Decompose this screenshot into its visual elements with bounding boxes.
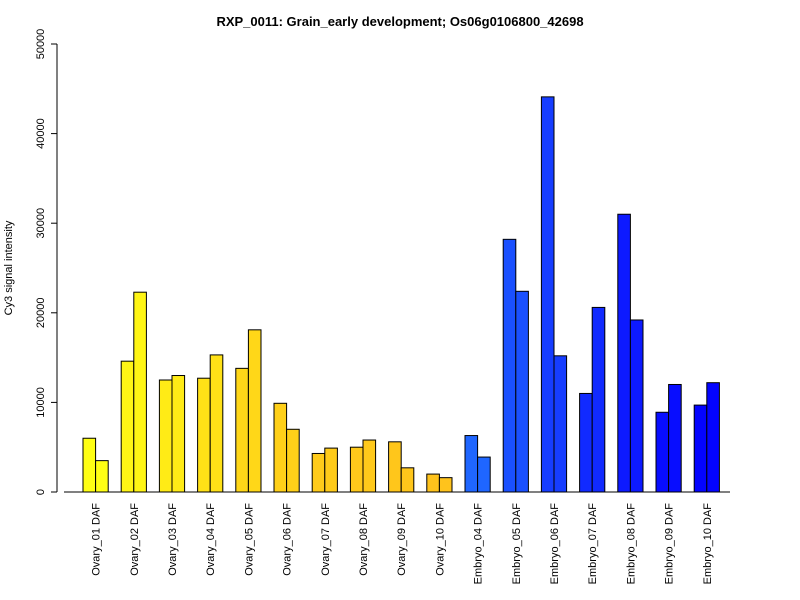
- bar-8-1: [400, 467, 415, 493]
- x-category-label: Embryo_05 DAF: [511, 503, 523, 585]
- x-category-label: Ovary_03 DAF: [167, 503, 179, 576]
- bar-6-0: [311, 452, 326, 493]
- bar-11-0: [502, 238, 517, 493]
- bars-group: [82, 96, 720, 493]
- x-category-label: Ovary_08 DAF: [358, 503, 370, 576]
- x-category-label: Ovary_07 DAF: [320, 503, 332, 576]
- bar-16-1: [706, 382, 720, 493]
- bar-3-1: [209, 354, 224, 493]
- bar-14-1: [629, 319, 644, 493]
- bar-6-1: [324, 447, 338, 493]
- y-tick-label: 30000: [35, 208, 47, 239]
- y-tick-label: 40000: [35, 118, 47, 149]
- x-category-label: Ovary_10 DAF: [434, 503, 446, 576]
- x-category-label: Ovary_02 DAF: [129, 503, 141, 576]
- bar-1-0: [120, 360, 135, 493]
- bar-1-1: [133, 291, 147, 493]
- x-category-label: Embryo_10 DAF: [702, 503, 714, 585]
- y-tick-label: 20000: [35, 298, 47, 329]
- x-category-label: Embryo_07 DAF: [587, 503, 599, 585]
- bar-7-0: [349, 446, 364, 493]
- bar-2-0: [158, 379, 173, 493]
- bar-5-1: [286, 428, 300, 493]
- bar-5-0: [273, 402, 288, 493]
- y-tick-label: 0: [35, 489, 47, 495]
- x-category-label: Ovary_06 DAF: [282, 503, 294, 576]
- x-category-label: Ovary_09 DAF: [396, 503, 408, 576]
- x-category-label: Embryo_08 DAF: [625, 503, 637, 585]
- bar-12-0: [540, 96, 555, 493]
- bar-9-1: [438, 477, 453, 493]
- bar-14-0: [617, 213, 631, 493]
- bar-11-1: [515, 290, 529, 493]
- bar-15-1: [668, 383, 682, 493]
- x-category-label: Ovary_05 DAF: [243, 503, 255, 576]
- bar-4-1: [247, 329, 262, 493]
- y-tick-label: 50000: [35, 29, 47, 60]
- bar-13-0: [579, 392, 593, 493]
- x-category-label: Embryo_09 DAF: [664, 503, 676, 585]
- bar-10-0: [464, 435, 479, 493]
- y-tick-label: 10000: [35, 387, 47, 418]
- chart-title: RXP_0011: Grain_early development; Os06g…: [216, 14, 583, 29]
- y-axis: 0 10000 20000 30000 40000 50000: [35, 29, 58, 495]
- x-category-label: Ovary_04 DAF: [205, 503, 217, 576]
- bar-16-0: [693, 404, 708, 493]
- bar-12-1: [553, 355, 568, 493]
- bar-0-1: [95, 460, 109, 493]
- x-category-label: Embryo_04 DAF: [473, 503, 485, 585]
- x-axis: Ovary_01 DAF Ovary_02 DAF Ovary_03 DAF Ovar…: [64, 491, 730, 585]
- bar-2-1: [171, 375, 186, 493]
- bar-0-0: [82, 437, 97, 493]
- bar-8-0: [388, 441, 402, 493]
- bar-10-1: [477, 456, 491, 493]
- y-axis-label: Cy3 signal intensity: [3, 220, 15, 315]
- bar-9-0: [426, 473, 440, 493]
- bar-4-0: [235, 367, 249, 493]
- x-category-label: Embryo_06 DAF: [549, 503, 561, 585]
- bar-3-0: [197, 377, 211, 493]
- bar-13-1: [591, 306, 606, 493]
- bar-15-0: [655, 411, 670, 493]
- bar-7-1: [362, 439, 377, 493]
- x-category-label: Ovary_01 DAF: [91, 503, 103, 576]
